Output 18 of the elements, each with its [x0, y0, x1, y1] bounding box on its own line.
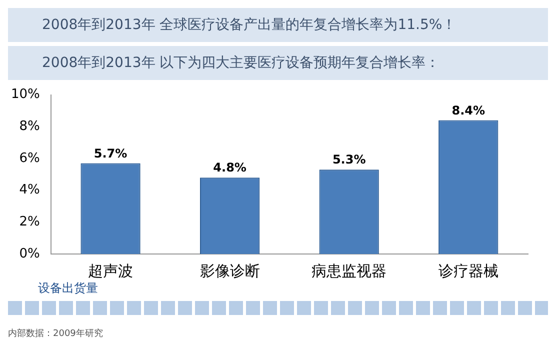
chart-subtitle: 2008年到2013年 以下为四大主要医疗设备预期年复合增长率：	[8, 46, 548, 80]
x-tick-label: 诊疗器械	[438, 262, 498, 280]
data-label: 8.4%	[452, 103, 485, 118]
y-tick-label: 4%	[19, 182, 40, 198]
y-tick-label: 6%	[19, 150, 40, 166]
data-label: 4.8%	[213, 160, 246, 175]
x-tick-label: 超声波	[88, 262, 134, 280]
y-tick-label: 0%	[19, 246, 40, 262]
y-tick-label: 8%	[19, 119, 40, 134]
x-axis-title: 设备出货量	[38, 280, 99, 297]
text: 内部数据：2009年研究	[8, 328, 104, 340]
chart-title: 2008年到2013年 全球医疗设备产出量的年复合增长率为11.5%！	[8, 8, 548, 42]
x-tick-label: 病患监视器	[312, 262, 387, 280]
y-tick-label: 10%	[10, 87, 40, 102]
data-label: 5.7%	[94, 146, 128, 160]
x-tick-label: 影像诊断	[200, 262, 260, 280]
y-tick-label: 2%	[19, 214, 40, 230]
data-label: 5.3%	[332, 152, 366, 167]
